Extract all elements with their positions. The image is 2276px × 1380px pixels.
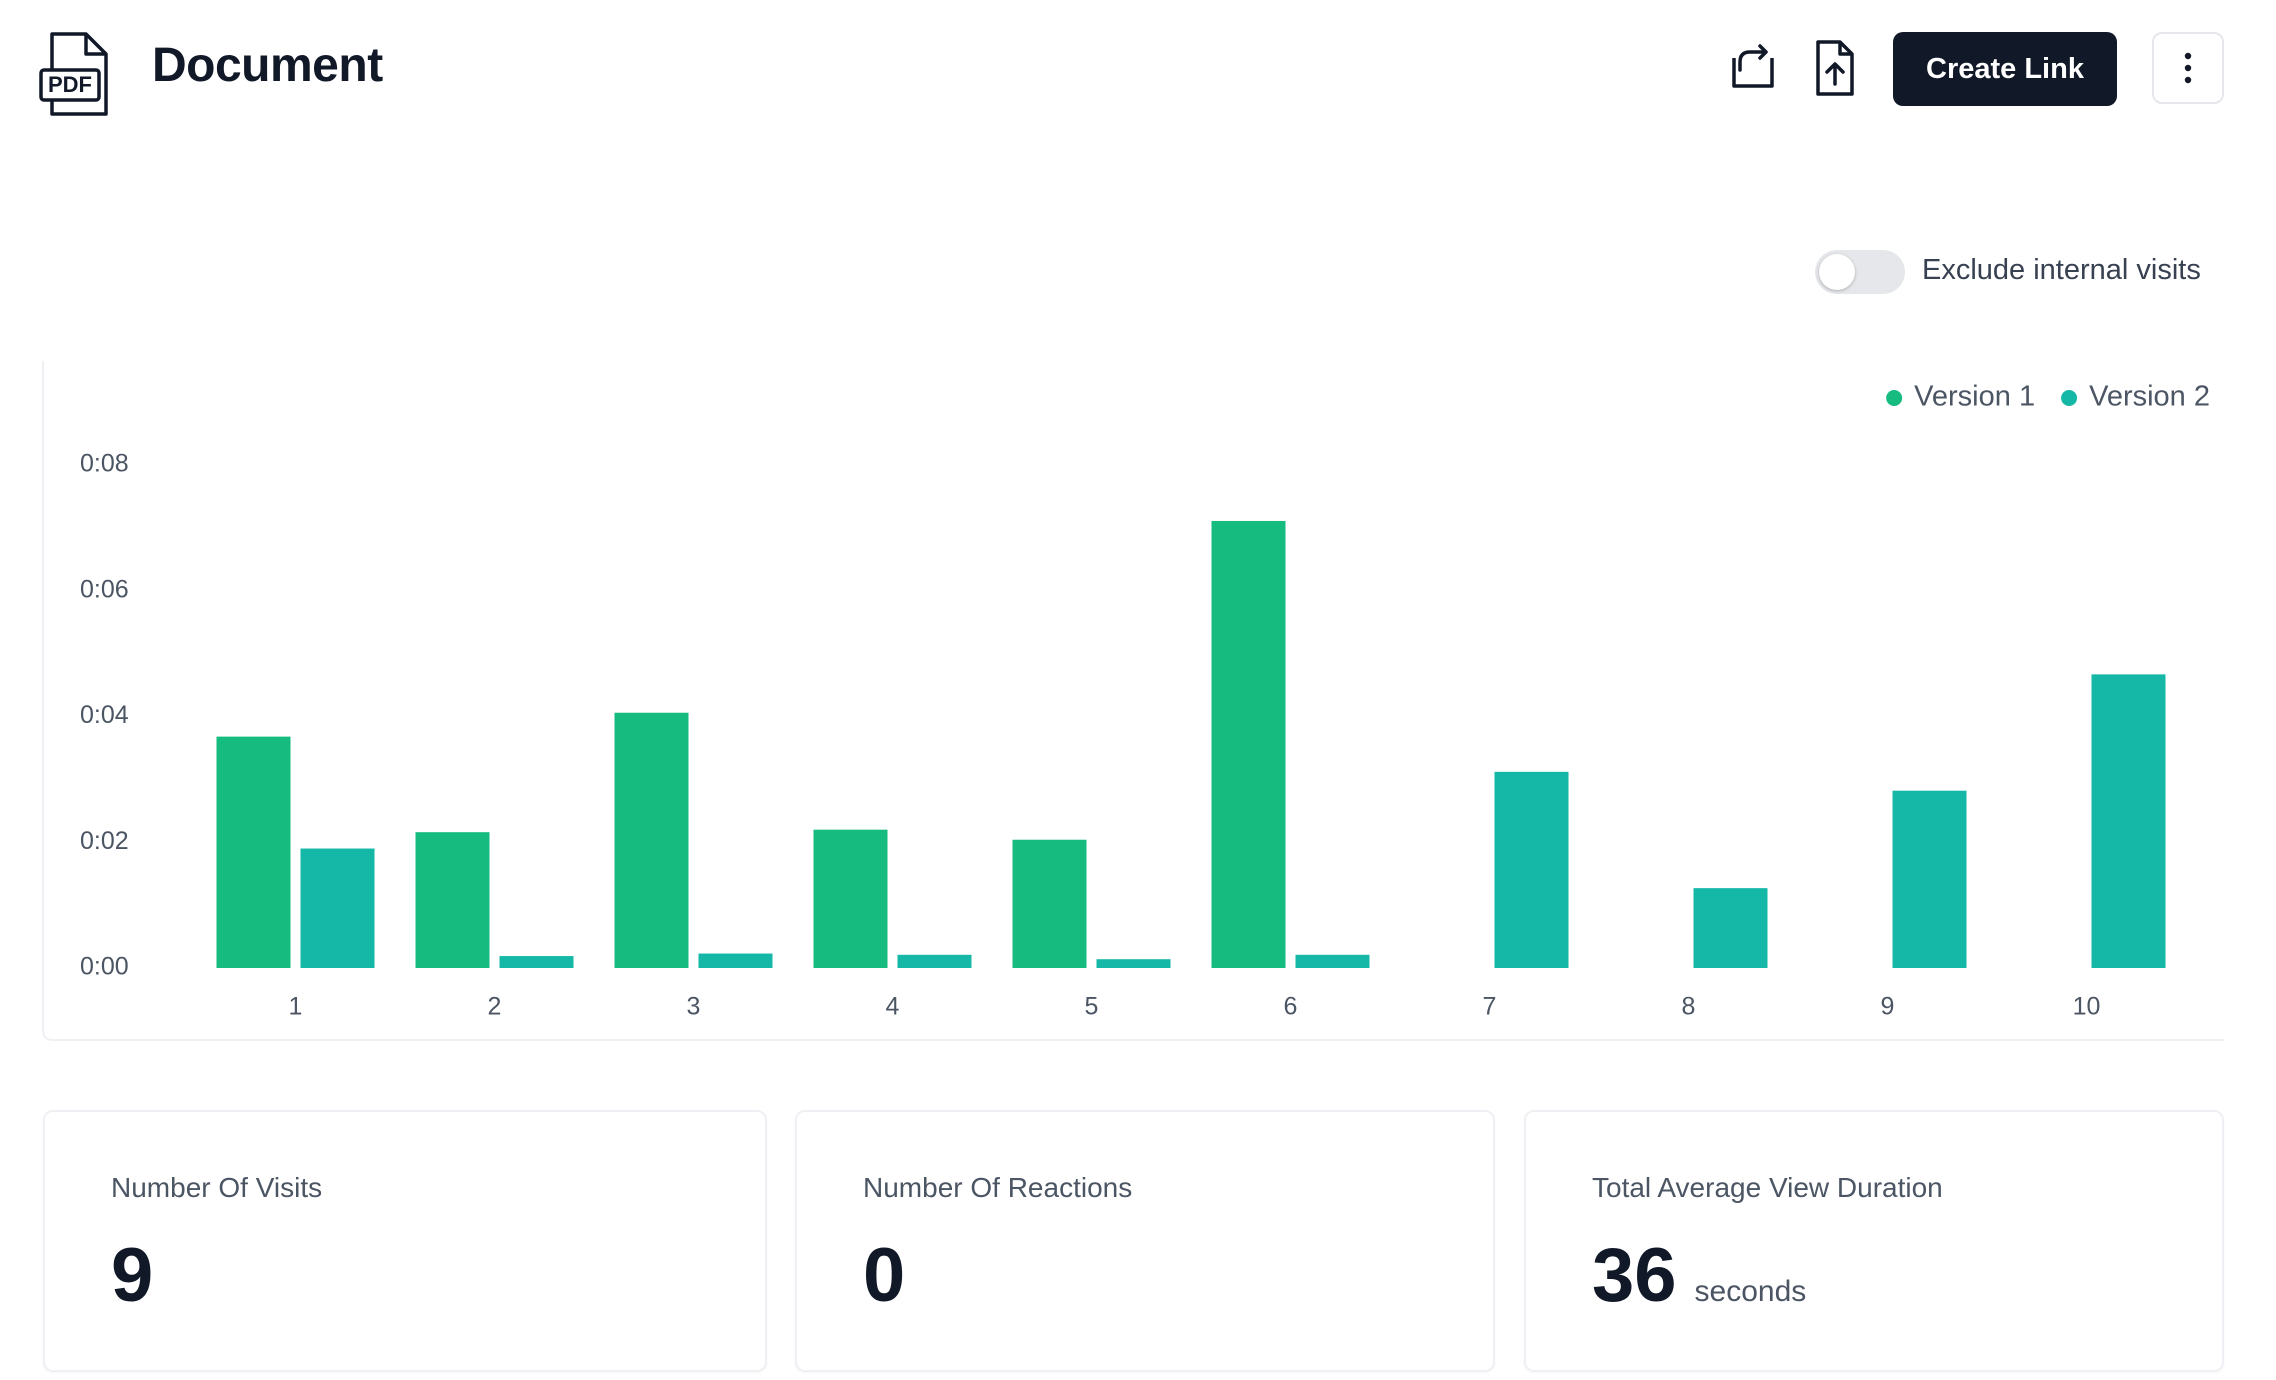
stat-unit: seconds: [1694, 1275, 1807, 1308]
document-title: Document: [152, 39, 383, 92]
toggle-label: Exclude internal visits: [1922, 254, 2201, 286]
stat-value: 0: [863, 1233, 906, 1318]
stat-value-row: 0: [863, 1232, 905, 1319]
stat-card: Total Average View Duration 36 seconds: [1524, 1110, 2224, 1372]
y-tick-label: 0:04: [80, 701, 129, 729]
y-tick-label: 0:02: [80, 827, 129, 855]
more-button[interactable]: [2152, 32, 2224, 104]
y-tick-label: 0:08: [80, 450, 129, 478]
bar: [1012, 839, 1087, 968]
bar: [415, 832, 490, 968]
legend-label: Version 1: [1914, 381, 2035, 413]
stat-label: Total Average View Duration: [1592, 1172, 1943, 1203]
upload-button[interactable]: [1802, 36, 1866, 100]
y-tick-label: 0:06: [80, 575, 129, 603]
pdf-icon-text: PDF: [48, 72, 92, 97]
stat-card: Number Of Reactions 0: [795, 1110, 1495, 1372]
legend-swatch: [1886, 390, 1903, 406]
stat-label: Number Of Reactions: [863, 1172, 1133, 1203]
bar: [614, 712, 689, 968]
stat-value: 9: [111, 1233, 154, 1318]
exclude-toggle[interactable]: [1815, 250, 1905, 294]
stat-value-row: 9: [111, 1232, 153, 1319]
stat-card: Number Of Visits 9: [43, 1110, 767, 1372]
y-tick-label: 0:00: [80, 953, 129, 981]
stat-label: Number Of Visits: [111, 1172, 323, 1203]
bar: [698, 953, 773, 968]
x-tick-label: 7: [1483, 993, 1497, 1021]
bar: [499, 956, 574, 968]
bar: [216, 736, 291, 968]
x-tick-label: 2: [488, 993, 502, 1021]
x-tick-label: 1: [289, 993, 303, 1021]
bar: [1211, 520, 1286, 968]
pdf-icon: PDF: [39, 32, 108, 116]
chart: 0:00 0:02 0:04 0:06 0:08 1 2 3 4 5 6 7 8 9 10 Version 2…: [42, 361, 2224, 1041]
x-tick-label: 8: [1682, 993, 1696, 1021]
share-button[interactable]: [1720, 36, 1784, 100]
bar: [300, 848, 375, 968]
toggle-knob: [1819, 254, 1855, 290]
bar: [897, 954, 972, 968]
x-tick-label: 9: [1881, 993, 1895, 1021]
x-tick-label: 3: [687, 993, 701, 1021]
bar: [1096, 959, 1171, 968]
legend-label: Version 2: [2089, 381, 2210, 413]
bar: [1494, 771, 1569, 968]
legend-swatch: [2061, 390, 2078, 406]
stat-value: 36: [1592, 1233, 1677, 1318]
x-tick-label: 10: [2073, 993, 2101, 1021]
x-tick-label: 6: [1284, 993, 1298, 1021]
bar: [813, 829, 888, 968]
bar: [1693, 888, 1768, 968]
chart-card-border: [42, 361, 2224, 1041]
x-tick-label: 5: [1085, 993, 1099, 1021]
create-link-button[interactable]: Create Link: [1893, 32, 2117, 106]
x-tick-label: 4: [886, 993, 900, 1021]
bar: [1892, 790, 1967, 968]
bar: [2091, 674, 2166, 968]
stat-value-row: 36 seconds: [1592, 1232, 1806, 1319]
bar: [1295, 954, 1370, 968]
